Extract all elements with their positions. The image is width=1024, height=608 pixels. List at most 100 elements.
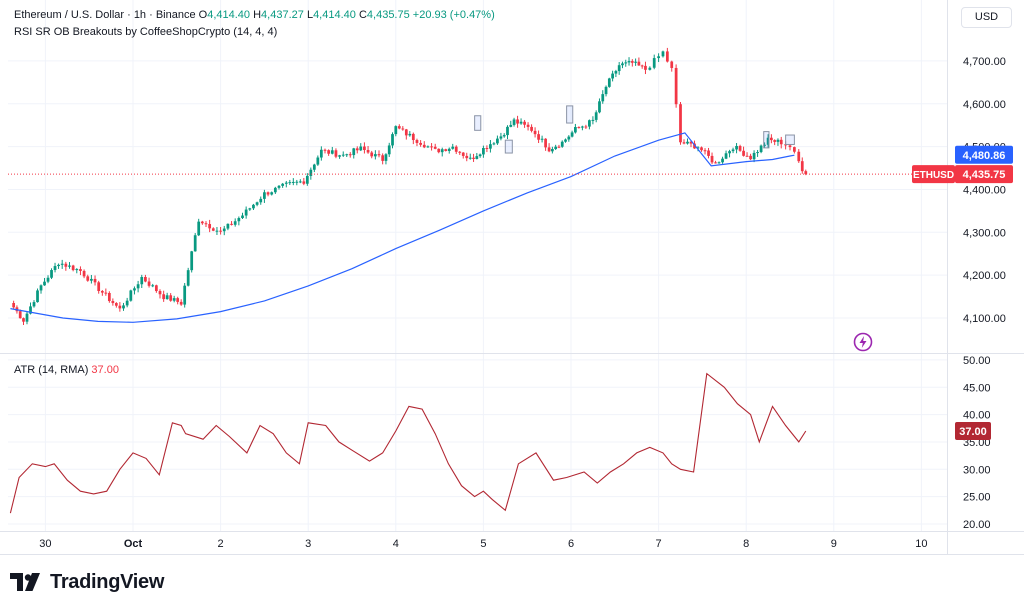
atr-axis-label: 50.00 (963, 355, 991, 367)
candle-body (237, 218, 241, 222)
candle-body (661, 51, 665, 57)
candle-body (305, 175, 309, 184)
price-axis-label: 4,600.00 (963, 99, 1006, 111)
candle-body (516, 119, 519, 124)
candle-body (797, 151, 801, 162)
candle-body (82, 270, 86, 277)
candle-body (530, 126, 533, 131)
candle-body (12, 303, 16, 308)
candle-body (745, 155, 749, 157)
candle-body (472, 157, 475, 159)
low-value: 4,414.40 (313, 9, 356, 21)
open-label: O (198, 9, 208, 21)
tradingview-brand[interactable]: TradingView (10, 570, 164, 594)
candle-body (36, 290, 39, 303)
candle-body (345, 154, 349, 156)
symbol-header: Ethereum / U.S. Dollar · 1h · Binance O4… (14, 9, 495, 21)
atr-value: 37.00 (91, 364, 119, 376)
candle-body (426, 146, 430, 148)
candle-body (270, 192, 274, 195)
candle-body (366, 150, 370, 153)
candle-body (588, 120, 591, 127)
candle-body (266, 192, 270, 195)
candle-body (770, 137, 773, 141)
candle-body (679, 104, 682, 143)
candle-body (233, 221, 237, 225)
time-axis-label: 5 (480, 538, 486, 550)
candle-body (401, 128, 405, 130)
candle-body (60, 263, 64, 265)
candle-body (670, 61, 674, 68)
time-axis-label: Oct (124, 538, 143, 550)
candle-body (32, 302, 36, 307)
candle-body (540, 138, 544, 140)
candle-body (68, 265, 71, 267)
candle-body (215, 230, 219, 232)
candle-body (570, 132, 574, 137)
candle-body (489, 144, 492, 149)
candle-body (478, 154, 482, 157)
candle-body (100, 290, 104, 293)
time-axis-label: 7 (656, 538, 662, 550)
candle-body (71, 265, 75, 271)
price-axis-label: 4,700.00 (963, 56, 1006, 68)
order-block-box (566, 105, 574, 124)
candle-body (533, 130, 537, 135)
candle-body (259, 198, 263, 203)
candle-body (665, 51, 669, 62)
candle-body (338, 155, 341, 157)
atr-line (9, 372, 807, 514)
candle-body (327, 150, 331, 154)
candle-body (129, 290, 133, 301)
candle-body (397, 126, 401, 129)
candle-body (717, 162, 721, 164)
atr-legend[interactable]: ATR (14, RMA) 37.00 (14, 364, 119, 376)
open-value: 4,414.40 (207, 9, 251, 21)
candle-body (284, 182, 288, 184)
candle-body (302, 181, 306, 184)
candle-body (502, 135, 506, 137)
symbol-line: Ethereum / U.S. Dollar · 1h · Binance (14, 9, 196, 21)
indicator-legend[interactable]: RSI SR OB Breakouts by CoffeeShopCrypto … (14, 26, 278, 38)
candle-body (288, 182, 292, 184)
candle-body (381, 155, 385, 161)
candle-body (682, 142, 686, 144)
candle-body (793, 147, 796, 152)
atr-value-tag-label: 37.00 (959, 426, 987, 438)
candle-body (577, 127, 581, 129)
candle-body (43, 281, 46, 286)
candle-body (763, 144, 766, 146)
candle-body (544, 138, 547, 148)
candle-body (519, 121, 523, 124)
candle-body (79, 269, 82, 271)
candle-body (537, 134, 540, 140)
close-label: C (358, 9, 367, 21)
candle-body (766, 137, 770, 145)
candle-body (567, 136, 571, 140)
candle-body (140, 277, 144, 285)
candle-body (551, 149, 554, 152)
candle-body (64, 263, 68, 267)
candle-body (46, 277, 50, 282)
candle-body (147, 281, 151, 286)
candle-body (581, 126, 584, 128)
currency-button[interactable]: USD (961, 7, 1012, 28)
candle-body (630, 61, 634, 63)
tradingview-logo-icon (10, 573, 40, 591)
candle-body (523, 121, 526, 125)
atr-axis-label: 45.00 (963, 382, 991, 394)
candle-body (377, 154, 381, 156)
candle-body (468, 157, 472, 159)
candle-body (461, 152, 465, 156)
candle-body (334, 150, 338, 157)
lightning-icon[interactable] (853, 332, 873, 352)
candle-body (710, 155, 714, 163)
candle-body (193, 235, 197, 252)
candle-body (637, 61, 641, 66)
candle-body (122, 305, 125, 309)
candle-body (363, 146, 366, 151)
candle-body (281, 183, 285, 186)
candle-body (154, 285, 158, 292)
candle-body (728, 151, 731, 154)
